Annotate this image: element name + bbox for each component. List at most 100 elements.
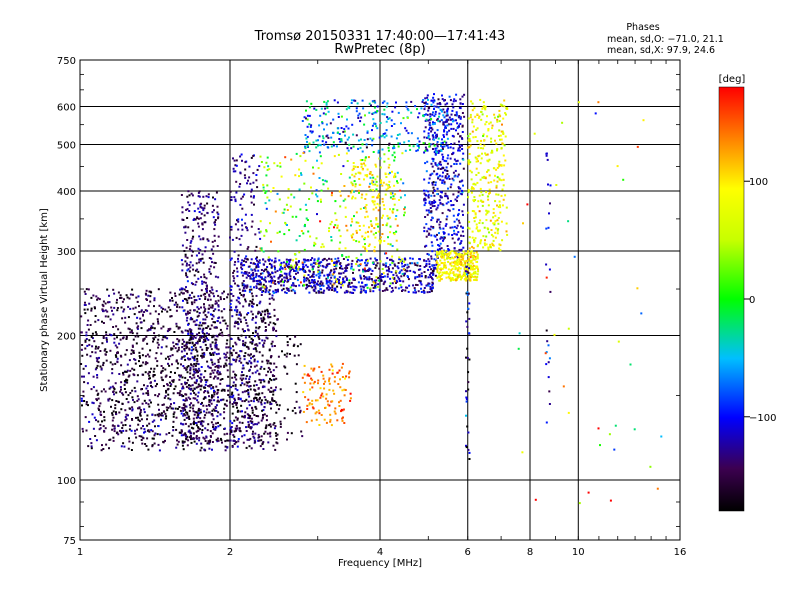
scatter-point xyxy=(230,338,233,340)
scatter-point xyxy=(313,284,316,287)
scatter-point xyxy=(353,190,355,193)
scatter-point xyxy=(253,268,256,271)
scatter-point xyxy=(282,287,285,290)
scatter-point xyxy=(211,432,214,435)
scatter-point xyxy=(111,428,114,431)
scatter-point xyxy=(401,258,404,261)
scatter-point xyxy=(105,337,108,339)
scatter-point xyxy=(436,163,439,166)
scatter-point xyxy=(225,356,228,359)
scatter-point xyxy=(278,268,281,271)
scatter-point xyxy=(128,374,131,377)
scatter-point xyxy=(364,246,366,249)
scatter-point xyxy=(435,263,438,266)
scatter-point xyxy=(327,284,330,287)
scatter-point xyxy=(245,286,248,289)
scatter-point xyxy=(490,137,493,140)
scatter-point xyxy=(437,106,440,109)
scatter-point xyxy=(447,175,450,178)
scatter-point xyxy=(429,285,432,288)
scatter-point xyxy=(279,266,282,269)
scatter-point xyxy=(403,141,406,144)
scatter-point xyxy=(204,390,206,392)
scatter-point xyxy=(473,241,476,244)
scatter-point xyxy=(229,420,232,423)
scatter-point xyxy=(292,266,295,269)
scatter-point xyxy=(434,113,437,116)
scatter-point xyxy=(442,114,445,117)
scatter-point xyxy=(309,126,312,128)
scatter-point xyxy=(190,441,193,444)
scatter-point xyxy=(304,259,307,262)
scatter-point xyxy=(150,401,152,404)
scatter-point xyxy=(436,141,439,143)
scatter-point xyxy=(425,235,428,238)
scatter-point xyxy=(211,261,213,264)
scatter-point xyxy=(461,210,464,213)
scatter-point xyxy=(458,266,460,269)
scatter-point xyxy=(126,381,129,384)
scatter-point xyxy=(451,234,454,236)
scatter-point xyxy=(226,296,229,299)
scatter-point xyxy=(165,374,168,377)
scatter-point xyxy=(272,322,275,325)
scatter-point xyxy=(411,262,413,265)
scatter-point xyxy=(181,385,184,388)
scatter-point xyxy=(342,258,345,260)
scatter-point xyxy=(287,259,290,262)
scatter-point xyxy=(362,270,365,273)
scatter-point xyxy=(250,426,253,429)
scatter-point xyxy=(212,352,214,355)
scatter-point xyxy=(476,158,479,161)
scatter-point xyxy=(147,294,150,297)
scatter-point xyxy=(190,426,193,429)
scatter-point xyxy=(357,147,360,150)
scatter-point xyxy=(403,257,406,260)
scatter-point xyxy=(471,236,474,239)
scatter-point xyxy=(362,289,365,292)
scatter-point xyxy=(275,366,278,369)
scatter-point xyxy=(239,357,242,360)
scatter-point xyxy=(306,125,309,128)
scatter-point xyxy=(239,377,242,380)
scatter-point xyxy=(229,351,232,354)
scatter-point xyxy=(189,423,192,426)
scatter-point xyxy=(208,404,211,407)
scatter-point xyxy=(423,271,426,273)
scatter-point xyxy=(205,349,208,351)
scatter-point xyxy=(108,333,111,336)
scatter-point xyxy=(204,308,207,311)
scatter-point xyxy=(146,437,149,440)
scatter-point xyxy=(105,331,108,334)
scatter-point xyxy=(126,369,129,372)
scatter-point xyxy=(182,434,185,437)
scatter-point xyxy=(241,228,244,231)
scatter-point xyxy=(287,265,290,268)
scatter-point xyxy=(271,294,274,297)
scatter-point xyxy=(286,260,288,263)
scatter-point xyxy=(125,336,128,339)
scatter-point xyxy=(192,410,195,413)
scatter-point xyxy=(258,439,261,442)
scatter-point xyxy=(346,147,349,150)
scatter-point xyxy=(257,263,259,266)
scatter-point xyxy=(504,159,507,162)
scatter-point xyxy=(430,290,433,293)
scatter-point xyxy=(197,401,200,404)
scatter-point xyxy=(200,306,202,309)
scatter-point xyxy=(219,382,222,385)
scatter-point xyxy=(456,261,459,264)
scatter-point xyxy=(375,276,378,279)
scatter-point xyxy=(272,281,275,284)
scatter-point xyxy=(476,275,479,278)
scatter-point xyxy=(149,312,152,315)
scatter-point xyxy=(80,400,83,402)
scatter-point xyxy=(236,389,239,392)
scatter-point xyxy=(390,271,393,274)
scatter-point xyxy=(276,269,279,272)
scatter-point xyxy=(185,272,187,275)
scatter-point xyxy=(344,247,347,250)
scatter-point xyxy=(249,341,252,344)
scatter-point xyxy=(190,240,193,243)
scatter-point xyxy=(241,259,244,262)
